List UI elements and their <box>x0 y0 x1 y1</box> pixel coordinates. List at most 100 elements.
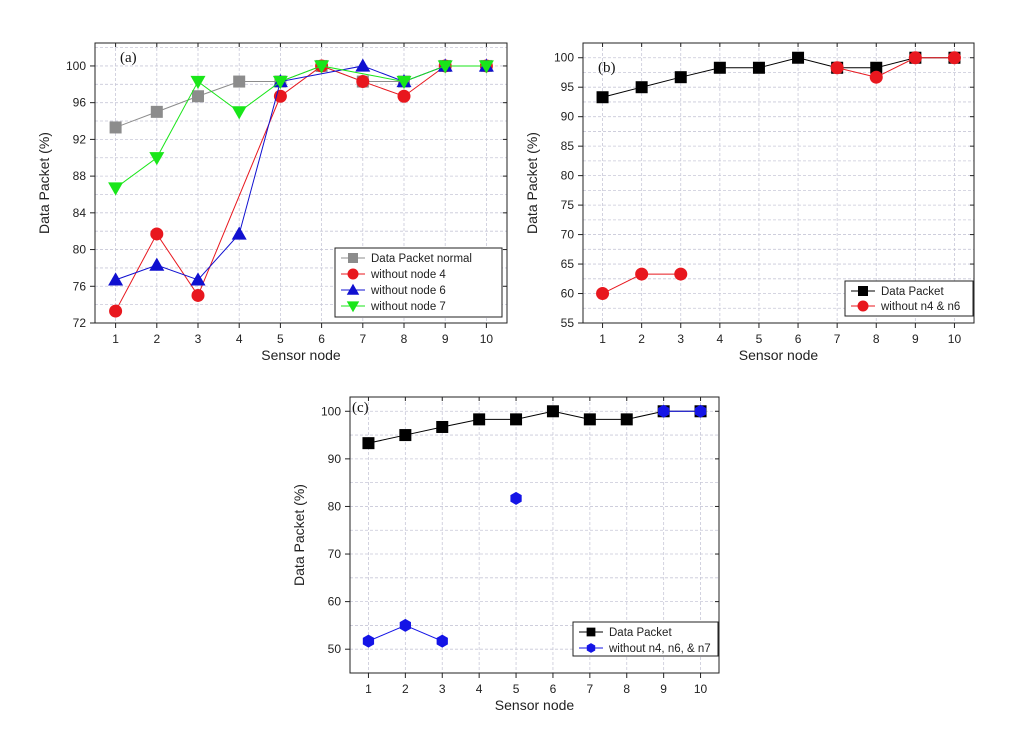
plot-frame <box>582 42 975 324</box>
data-point <box>150 227 164 241</box>
x-tick-label: 6 <box>795 332 802 346</box>
legend-marker <box>586 643 596 653</box>
x-axis-label: Sensor node <box>495 697 575 713</box>
legend-marker <box>586 627 596 637</box>
series-2 <box>596 51 961 301</box>
y-tick-label: 95 <box>561 80 575 94</box>
x-tick-label: 9 <box>442 332 449 346</box>
data-point <box>190 75 206 90</box>
data-point <box>273 89 287 103</box>
x-tick-label: 6 <box>550 682 557 696</box>
x-tick-label: 3 <box>439 682 446 696</box>
data-point <box>510 491 522 505</box>
data-point <box>713 61 726 74</box>
x-tick-label: 8 <box>623 682 630 696</box>
x-tick-label: 4 <box>476 682 483 696</box>
x-tick-label: 7 <box>834 332 841 346</box>
data-point <box>149 152 165 166</box>
y-tick-label: 50 <box>328 642 342 656</box>
x-tick-label: 2 <box>402 682 409 696</box>
data-point <box>674 267 688 281</box>
data-point <box>231 226 247 240</box>
legend-marker <box>346 283 360 295</box>
y-tick-label: 88 <box>73 169 87 183</box>
legend-marker <box>347 268 359 280</box>
data-point <box>546 405 559 418</box>
x-tick-label: 10 <box>480 332 494 346</box>
y-tick-label: 60 <box>561 287 575 301</box>
data-point <box>108 272 124 286</box>
x-tick-label: 5 <box>756 332 763 346</box>
x-tick-label: 8 <box>873 332 880 346</box>
data-point <box>191 288 205 302</box>
y-tick-label: 70 <box>561 228 575 242</box>
legend-label: Data Packet normal <box>371 253 472 265</box>
legend-box <box>572 621 719 657</box>
data-point <box>190 272 206 286</box>
data-point <box>150 105 163 118</box>
legend-marker <box>857 300 869 312</box>
data-point <box>399 618 411 632</box>
data-point <box>947 51 961 65</box>
legend-label: without node 4 <box>370 269 446 281</box>
y-tick-label: 100 <box>321 404 341 418</box>
data-point <box>362 634 375 648</box>
data-point <box>658 404 670 418</box>
data-point <box>694 404 707 418</box>
legend-marker <box>858 286 868 296</box>
series-line <box>602 57 955 98</box>
chart-panel-2: 1 2 3 4 5 6 7 8 9 10 55 60 65 70 75 80 85 90 95 100 Sensor n… <box>524 42 975 363</box>
y-tick-label: 65 <box>561 257 575 271</box>
y-tick-label: 75 <box>561 198 575 212</box>
data-point <box>272 75 288 90</box>
data-point <box>674 71 687 84</box>
y-tick-label: 72 <box>73 316 87 330</box>
data-point <box>510 413 523 426</box>
y-tick-label: 84 <box>73 206 87 220</box>
y-tick-label: 80 <box>328 499 342 513</box>
data-point <box>870 61 883 74</box>
plot-frame <box>94 42 508 324</box>
y-tick-label: 90 <box>561 110 575 124</box>
y-axis-label: Data Packet (%) <box>36 132 52 234</box>
x-tick-label: 10 <box>948 332 962 346</box>
data-point <box>396 75 412 90</box>
data-point <box>399 429 412 442</box>
data-point <box>231 106 247 120</box>
y-tick-label: 76 <box>73 279 87 293</box>
x-tick-label: 3 <box>195 332 202 346</box>
data-point <box>362 437 375 450</box>
legend-label: Data Packet <box>881 286 944 298</box>
x-axis-label: Sensor node <box>739 347 819 363</box>
data-point <box>830 61 844 75</box>
data-point <box>596 91 609 104</box>
x-tick-label: 5 <box>513 682 520 696</box>
legend: Data Packet without n4, n6, & n7 <box>572 621 719 657</box>
y-tick-label: 92 <box>73 132 87 146</box>
series-line <box>368 410 701 444</box>
y-tick-label: 100 <box>554 51 574 65</box>
legend-marker <box>346 301 360 313</box>
data-point <box>356 75 370 89</box>
data-point <box>149 257 165 271</box>
x-tick-label: 2 <box>638 332 645 346</box>
series-line <box>837 57 955 78</box>
data-point <box>397 89 411 103</box>
data-point <box>109 121 122 134</box>
y-tick-label: 100 <box>66 59 86 73</box>
data-point <box>596 287 610 301</box>
x-tick-label: 9 <box>660 682 667 696</box>
x-tick-label: 6 <box>318 332 325 346</box>
data-point <box>908 51 922 65</box>
y-tick-label: 85 <box>561 139 575 153</box>
x-tick-label: 10 <box>694 682 708 696</box>
data-point <box>473 413 486 426</box>
x-axis-label: Sensor node <box>261 347 341 363</box>
x-tick-label: 1 <box>365 682 372 696</box>
data-point <box>478 60 494 74</box>
x-tick-label: 8 <box>401 332 408 346</box>
data-point <box>583 413 596 426</box>
x-tick-label: 7 <box>359 332 366 346</box>
y-tick-label: 70 <box>328 547 342 561</box>
data-point <box>314 60 330 74</box>
